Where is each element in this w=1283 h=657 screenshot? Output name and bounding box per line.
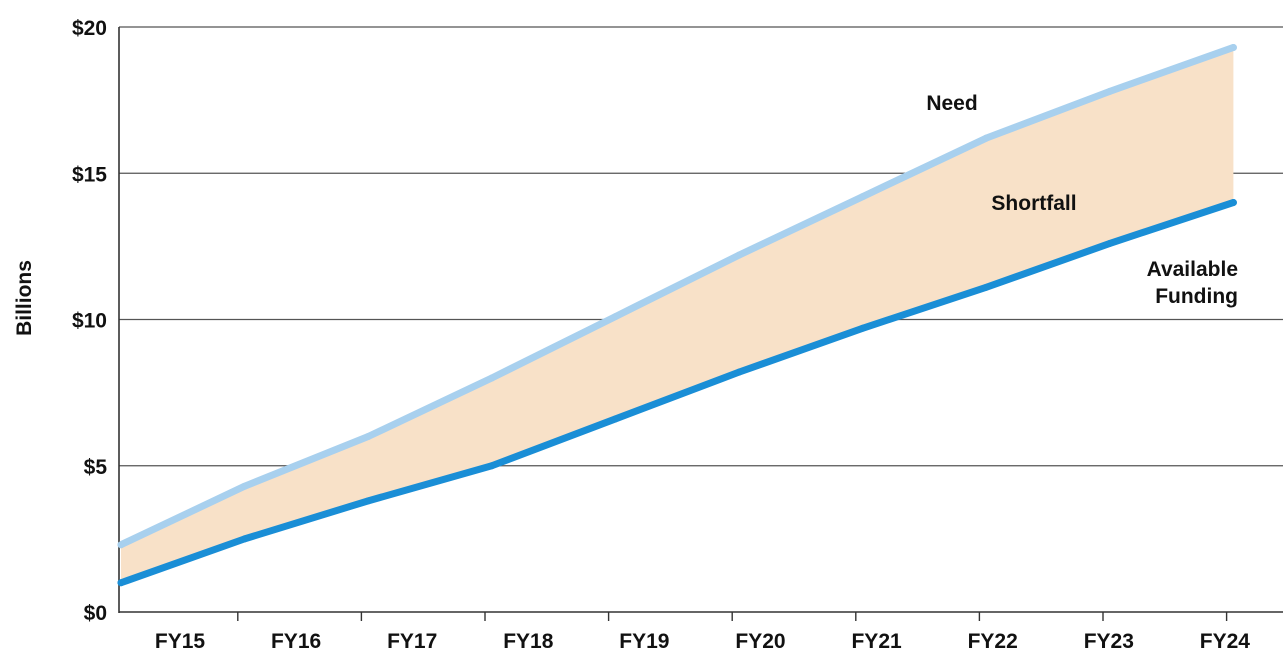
need-series-line <box>117 43 1237 549</box>
available-funding-label-line-1: Available <box>1147 258 1238 281</box>
need-point-FY20 <box>735 251 743 259</box>
available-funding-series-label: Available Funding <box>1147 258 1238 308</box>
available-funding-point-FY21 <box>859 324 867 332</box>
need-point-FY19 <box>611 313 619 321</box>
need-point-FY22 <box>982 134 990 142</box>
y-tick-label: $5 <box>84 456 108 479</box>
shortfall-label: Shortfall <box>991 192 1076 215</box>
x-tick-label: FY19 <box>619 630 669 653</box>
need-point-FY21 <box>859 193 867 201</box>
y-tick-labels: $0 $5 $10 $15 $20 <box>72 17 107 625</box>
x-tick-label: FY15 <box>155 630 206 653</box>
available-funding-label-line-2: Funding <box>1155 285 1238 308</box>
x-tick-labels: FY15 FY16 FY17 FY18 FY19 FY20 FY21 FY22 FY23 FY24 <box>155 630 1250 653</box>
available-funding-point-FY20 <box>735 368 743 376</box>
x-tick-label: FY17 <box>387 630 437 653</box>
need-point-FY16 <box>241 482 249 490</box>
available-funding-point-FY15 <box>117 579 125 587</box>
available-funding-series-line <box>117 199 1237 587</box>
available-funding-point-FY18 <box>488 462 496 470</box>
need-point-FY15 <box>117 541 125 549</box>
need-point-FY24 <box>1229 43 1237 51</box>
x-tick-label: FY23 <box>1084 630 1134 653</box>
x-tick-label: FY22 <box>968 630 1018 653</box>
y-tick-label: $0 <box>84 602 107 625</box>
shortfall-area <box>121 47 1234 583</box>
gridlines <box>119 26 1283 467</box>
need-point-FY23 <box>1106 87 1114 95</box>
x-tick-label: FY21 <box>851 630 902 653</box>
need-series-label: Need <box>926 92 977 115</box>
axes <box>118 27 1283 621</box>
need-point-FY17 <box>364 433 372 440</box>
x-tick-label: FY20 <box>735 630 785 653</box>
available-funding-point-FY23 <box>1106 239 1114 247</box>
available-funding-point-FY16 <box>241 535 249 543</box>
y-tick-label: $10 <box>72 310 107 333</box>
y-axis-title: Billions <box>13 260 36 336</box>
available-funding-point-FY17 <box>364 497 372 505</box>
y-tick-label: $15 <box>72 163 107 186</box>
available-funding-point-FY24 <box>1229 199 1237 206</box>
y-tick-label: $20 <box>72 17 107 40</box>
available-funding-point-FY22 <box>982 283 990 291</box>
x-tick-label: FY24 <box>1200 630 1251 653</box>
need-point-FY18 <box>488 374 496 382</box>
x-tick-label: FY18 <box>503 630 554 653</box>
x-tick-label: FY16 <box>271 630 321 653</box>
available-funding-point-FY19 <box>611 415 619 423</box>
